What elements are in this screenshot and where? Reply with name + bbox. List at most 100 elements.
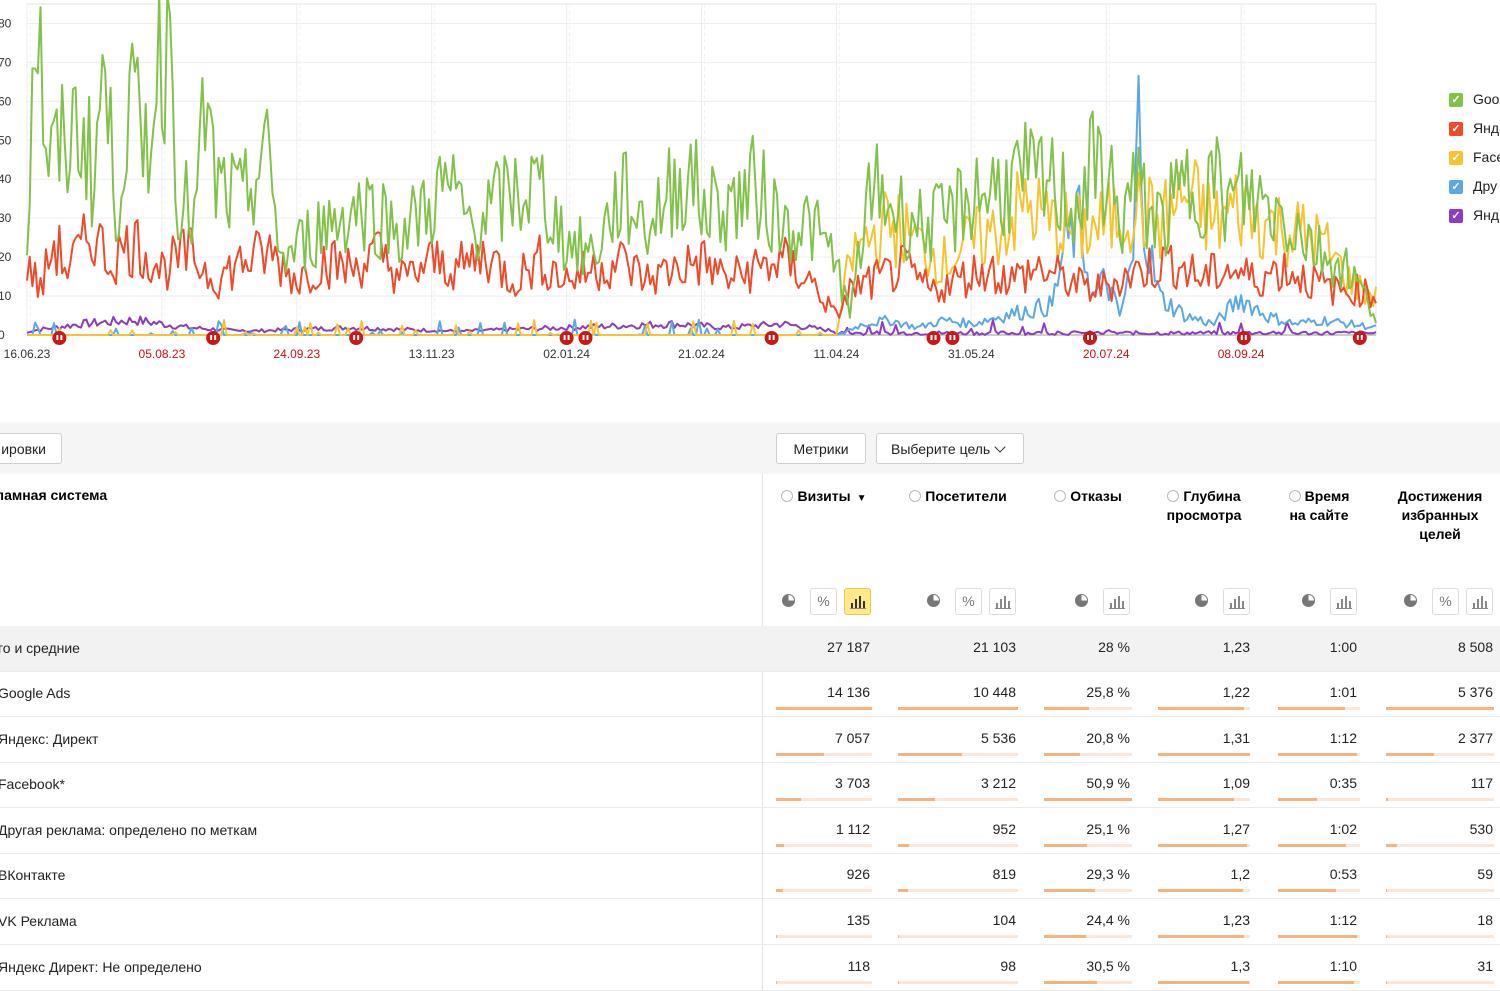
value-bar-track [1158,935,1250,938]
column-header[interactable]: Глубина просмотра [1154,487,1254,525]
cell-value: 1:12 [1329,729,1357,746]
column-header-text: на сайте [1289,507,1349,523]
holiday-marker-glyph [772,335,775,340]
percent-icon[interactable]: % [955,588,982,615]
percent-icon[interactable]: % [1432,588,1459,615]
help-icon[interactable] [1288,490,1301,502]
holiday-marker-glyph [1244,335,1247,340]
y-tick-label: 0 [0,328,5,342]
table-row[interactable]: VK Реклама 135 104 24,4 % 1,23 1:12 18 [0,899,1500,945]
row-label[interactable]: ВКонтакте [0,867,66,884]
value-bar-fill [1044,843,1087,847]
cell-value: 819 [992,866,1016,883]
value-bar-fill [776,843,784,847]
totals-row[interactable]: го и средние 27 187 21 103 28 % 1,23 1:00 8 50… [0,626,1500,672]
row-label[interactable]: Google Ads [0,685,71,701]
percent-icon[interactable]: % [810,588,837,615]
pie-chart-icon[interactable] [1189,588,1216,615]
cell-value: 1:02 [1329,820,1357,837]
bar-glyph-bar [1122,601,1124,608]
pie-chart-icon[interactable] [1398,588,1425,615]
row-label[interactable]: Другая реклама: определено по меткам [0,821,258,838]
line-chart: 80 70 60 50 40 30 20 10 0 16.06.23 05.08.23 24.09.2… [0,0,1500,372]
column-header[interactable]: Визиты ▼ [772,487,876,508]
pie-glyph [1075,594,1088,607]
table-row[interactable]: ВКонтакте 926 819 29,3 % 1,2 0:53 59 [0,853,1500,900]
checkbox-icon[interactable]: ✓ [1449,93,1463,107]
select-goal-dropdown[interactable]: Выберите цель [876,433,1024,464]
holiday-marker-glyph [586,335,589,340]
legend-label: Face [1473,149,1500,165]
holiday-marker-icon [1236,331,1251,345]
holiday-marker-icon [926,331,941,345]
checkbox-icon[interactable]: ✓ [1449,180,1463,194]
sort-desc-icon[interactable]: ▼ [856,493,867,504]
value-bar-track [1158,752,1250,756]
groupings-button[interactable]: ировки [0,433,62,464]
bar-glyph-bar [851,603,853,608]
value-bar-track [776,843,872,847]
column-header[interactable]: Достижения избранных целей [1382,487,1498,544]
column-header[interactable]: Посетители [894,487,1022,506]
row-label[interactable]: Facebook* [0,776,65,793]
cell-value: 1:00 [1329,639,1357,655]
bar-chart-icon[interactable] [1223,588,1250,615]
column-header[interactable]: Время на сайте [1274,487,1364,525]
table-row[interactable]: Яндекс: Директ 7 057 5 536 20,8 % 1,31 1:12 2 … [0,717,1500,763]
value-bar-fill [1386,843,1397,847]
help-icon[interactable] [781,490,794,502]
checkbox-icon[interactable]: ✓ [1449,151,1463,165]
table-row[interactable]: Другая реклама: определено по меткам 1 11… [0,808,1500,854]
pie-glyph [1195,594,1208,607]
column-header-line: Глубина [1154,487,1254,506]
pie-chart-icon[interactable] [1296,588,1323,615]
cell-value: 20,8 % [1086,729,1130,746]
holiday-marker-icon [578,331,593,345]
pie-chart-icon[interactable] [1069,588,1096,615]
pie-chart-icon[interactable] [776,588,803,615]
help-icon[interactable] [909,490,922,502]
bar-chart-icon[interactable] [989,588,1016,615]
dimension-header[interactable]: кламная система [0,487,108,503]
row-label[interactable]: Яндекс Директ: Не определено [0,958,202,975]
holiday-marker-icon [52,331,67,345]
table-row[interactable]: Яндекс Директ: Не определено 118 98 30,5 % 1… [0,945,1500,991]
checkbox-icon[interactable]: ✓ [1449,209,1463,223]
cell-value: 530 [1469,820,1493,837]
value-bar-track [776,935,872,938]
row-label[interactable]: Яндекс: Директ [0,730,99,747]
cell-value: 59 [1477,866,1493,883]
bar-chart-icon[interactable] [1466,588,1493,615]
table-row[interactable]: Google Ads 14 136 10 448 25,8 % 1,22 1:01 5 37… [0,671,1500,717]
value-bar-track [1386,980,1494,984]
table-header: кламная система Визиты ▼% Посетители% Отказ… [0,474,1500,626]
select-goal-label: Выберите цель [891,441,991,457]
cell-value: 1:01 [1329,684,1357,700]
value-bar-track [1158,980,1250,984]
cell-value: 24,4 % [1086,912,1130,928]
metrics-button[interactable]: Метрики [776,433,866,464]
value-bar-fill [898,980,899,984]
holiday-marker-icon [559,331,574,345]
table-row[interactable]: Facebook* 3 703 3 212 50,9 % 1,09 0:35 117 [0,762,1500,809]
holiday-marker-glyph [768,335,771,340]
bar-chart-icon[interactable] [844,588,871,615]
percent-glyph: % [817,593,830,609]
value-bar-fill [1278,843,1346,847]
value-bar-fill [1386,980,1387,984]
x-tick-label: 24.09.23 [273,347,320,361]
pie-glyph [1404,594,1417,607]
row-label[interactable]: VK Реклама [0,913,77,929]
help-icon[interactable] [1167,490,1180,502]
value-bar-fill [1278,798,1317,802]
pie-chart-icon[interactable] [921,588,948,615]
value-bar-fill [1044,889,1095,893]
column-header[interactable]: Отказы [1040,487,1136,506]
bar-chart-icon[interactable] [1103,588,1130,615]
value-bar-fill [1044,935,1086,938]
value-bar-track [1158,889,1250,893]
checkbox-icon[interactable]: ✓ [1449,122,1463,136]
help-icon[interactable] [1054,490,1067,502]
bar-chart-icon[interactable] [1330,588,1357,615]
cell-value: 2 377 [1457,729,1493,746]
